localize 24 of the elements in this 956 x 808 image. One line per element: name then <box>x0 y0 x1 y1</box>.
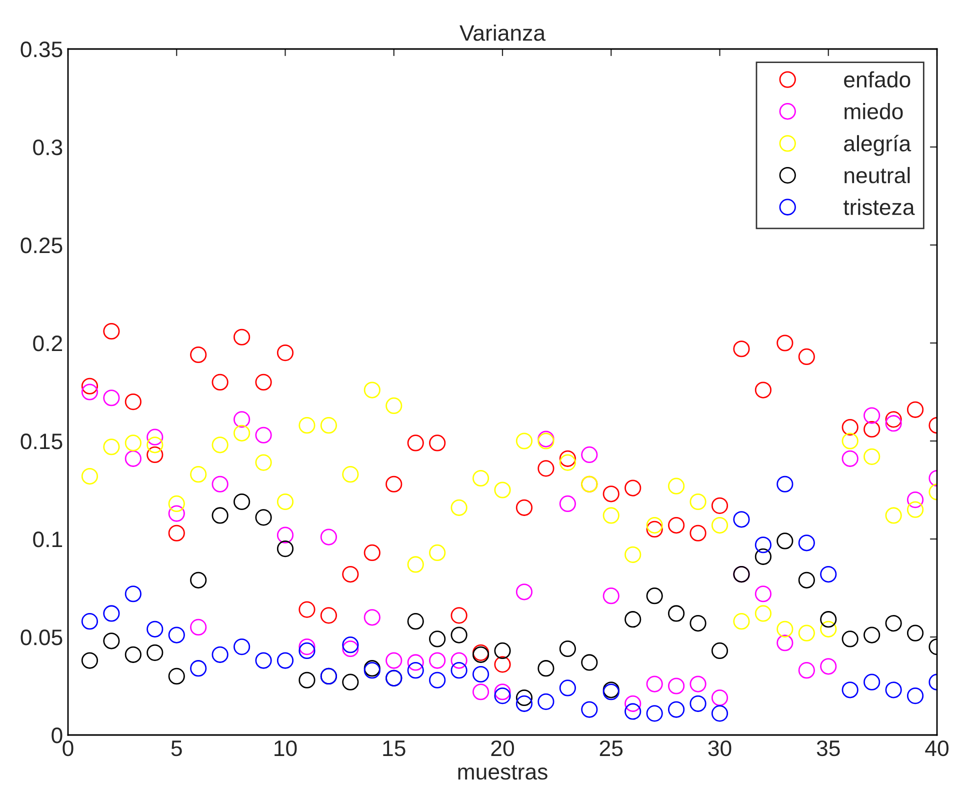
legend-label: alegría <box>844 134 912 156</box>
y-tick-label: 0.1 <box>33 532 62 548</box>
x-tick-label: 0 <box>62 740 74 756</box>
x-tick-label: 5 <box>171 740 182 756</box>
x-tick-label: 35 <box>816 740 840 756</box>
x-tick-label: 15 <box>383 740 406 756</box>
x-tick-label: 10 <box>274 740 297 756</box>
y-tick-label: 0.3 <box>33 140 62 156</box>
y-tick-label: 0 <box>52 728 62 744</box>
y-tick-label: 0.05 <box>20 630 62 646</box>
y-tick-label: 0.15 <box>20 434 62 450</box>
legend-label: tristeza <box>843 198 915 216</box>
legend-label: enfado <box>844 71 910 88</box>
y-tick-label: 0.25 <box>20 238 62 254</box>
legend-label: neutral <box>844 166 910 184</box>
y-tick-label: 0.2 <box>33 336 62 352</box>
x-tick-label: 20 <box>491 740 514 756</box>
x-tick-label: 25 <box>600 740 623 756</box>
y-tick-label: 0.35 <box>20 42 62 58</box>
x-axis-title: muestras <box>458 765 548 780</box>
x-tick-label: 30 <box>708 740 732 756</box>
x-tick-label: 40 <box>925 740 948 756</box>
chart-title: Varianza <box>460 24 546 41</box>
legend-label: miedo <box>844 103 903 120</box>
